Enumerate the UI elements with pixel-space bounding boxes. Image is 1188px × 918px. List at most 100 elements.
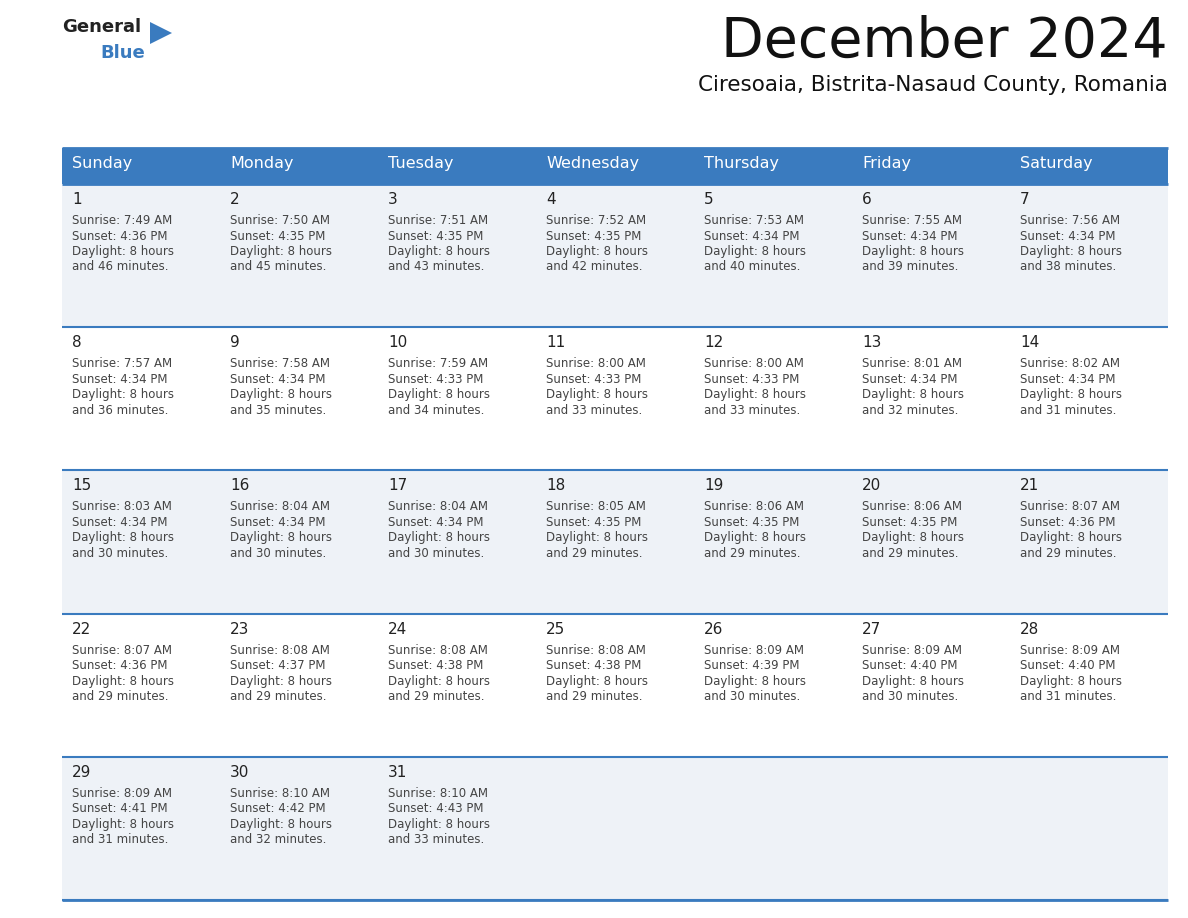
Text: Sunset: 4:40 PM: Sunset: 4:40 PM [862, 659, 958, 672]
Text: Daylight: 8 hours: Daylight: 8 hours [1020, 532, 1121, 544]
Text: and 29 minutes.: and 29 minutes. [72, 690, 169, 703]
Bar [694, 148, 852, 184]
Text: 9: 9 [230, 335, 240, 350]
Text: and 45 minutes.: and 45 minutes. [230, 261, 327, 274]
Text: Sunrise: 8:06 AM: Sunrise: 8:06 AM [862, 500, 962, 513]
Text: 1: 1 [72, 192, 82, 207]
Text: 2: 2 [230, 192, 240, 207]
Text: Sunrise: 7:51 AM: Sunrise: 7:51 AM [388, 214, 488, 227]
Text: Daylight: 8 hours: Daylight: 8 hours [704, 245, 805, 258]
Text: Sunday: Sunday [72, 156, 132, 171]
Text: Daylight: 8 hours: Daylight: 8 hours [704, 388, 805, 401]
Text: and 29 minutes.: and 29 minutes. [862, 547, 959, 560]
Text: Blue: Blue [100, 44, 145, 62]
Text: Sunrise: 8:04 AM: Sunrise: 8:04 AM [230, 500, 330, 513]
Text: Sunset: 4:34 PM: Sunset: 4:34 PM [72, 516, 168, 529]
Text: Sunrise: 7:49 AM: Sunrise: 7:49 AM [72, 214, 172, 227]
Text: and 33 minutes.: and 33 minutes. [388, 834, 485, 846]
Text: Sunset: 4:37 PM: Sunset: 4:37 PM [230, 659, 326, 672]
Text: Sunset: 4:39 PM: Sunset: 4:39 PM [704, 659, 800, 672]
Bar [62, 327, 1168, 470]
Text: Sunset: 4:35 PM: Sunset: 4:35 PM [862, 516, 958, 529]
Text: and 29 minutes.: and 29 minutes. [546, 690, 643, 703]
Text: Daylight: 8 hours: Daylight: 8 hours [1020, 245, 1121, 258]
Text: and 30 minutes.: and 30 minutes. [862, 690, 959, 703]
Text: Sunrise: 8:09 AM: Sunrise: 8:09 AM [1020, 644, 1120, 656]
Text: Daylight: 8 hours: Daylight: 8 hours [388, 245, 489, 258]
Text: Sunset: 4:33 PM: Sunset: 4:33 PM [388, 373, 484, 386]
Text: Sunrise: 7:53 AM: Sunrise: 7:53 AM [704, 214, 804, 227]
Text: Sunrise: 8:10 AM: Sunrise: 8:10 AM [230, 787, 330, 800]
Text: Sunset: 4:36 PM: Sunset: 4:36 PM [72, 659, 168, 672]
Text: Friday: Friday [862, 156, 911, 171]
Polygon shape [150, 22, 172, 44]
Text: and 30 minutes.: and 30 minutes. [388, 547, 485, 560]
Text: Sunset: 4:36 PM: Sunset: 4:36 PM [72, 230, 168, 242]
Text: Saturday: Saturday [1020, 156, 1093, 171]
Text: and 29 minutes.: and 29 minutes. [704, 547, 801, 560]
Bar [852, 148, 1010, 184]
Text: Sunrise: 7:55 AM: Sunrise: 7:55 AM [862, 214, 962, 227]
Text: Sunrise: 7:57 AM: Sunrise: 7:57 AM [72, 357, 172, 370]
Text: and 31 minutes.: and 31 minutes. [1020, 690, 1117, 703]
Text: Daylight: 8 hours: Daylight: 8 hours [388, 532, 489, 544]
Text: Daylight: 8 hours: Daylight: 8 hours [230, 388, 331, 401]
Text: and 38 minutes.: and 38 minutes. [1020, 261, 1117, 274]
Text: Sunset: 4:34 PM: Sunset: 4:34 PM [704, 230, 800, 242]
Text: and 40 minutes.: and 40 minutes. [704, 261, 801, 274]
Text: Sunset: 4:34 PM: Sunset: 4:34 PM [862, 230, 958, 242]
Text: Daylight: 8 hours: Daylight: 8 hours [862, 388, 963, 401]
Text: Thursday: Thursday [704, 156, 779, 171]
Text: and 33 minutes.: and 33 minutes. [704, 404, 801, 417]
Text: 22: 22 [72, 621, 91, 636]
Text: 16: 16 [230, 478, 249, 493]
Bar [62, 148, 220, 184]
Text: Sunrise: 7:58 AM: Sunrise: 7:58 AM [230, 357, 330, 370]
Text: Sunrise: 8:08 AM: Sunrise: 8:08 AM [388, 644, 488, 656]
Text: General: General [62, 18, 141, 36]
Text: Sunrise: 7:59 AM: Sunrise: 7:59 AM [388, 357, 488, 370]
Text: Daylight: 8 hours: Daylight: 8 hours [862, 245, 963, 258]
Bar [62, 756, 1168, 900]
Text: Sunset: 4:42 PM: Sunset: 4:42 PM [230, 802, 326, 815]
Text: Sunrise: 8:01 AM: Sunrise: 8:01 AM [862, 357, 962, 370]
Text: Sunrise: 8:03 AM: Sunrise: 8:03 AM [72, 500, 172, 513]
Text: and 29 minutes.: and 29 minutes. [388, 690, 485, 703]
Text: Sunset: 4:38 PM: Sunset: 4:38 PM [546, 659, 642, 672]
Text: Sunset: 4:35 PM: Sunset: 4:35 PM [546, 230, 642, 242]
Text: Sunrise: 7:50 AM: Sunrise: 7:50 AM [230, 214, 330, 227]
Bar [62, 184, 1168, 327]
Text: 29: 29 [72, 765, 91, 779]
Text: Daylight: 8 hours: Daylight: 8 hours [388, 818, 489, 831]
Text: and 31 minutes.: and 31 minutes. [72, 834, 169, 846]
Text: 30: 30 [230, 765, 249, 779]
Text: Sunset: 4:35 PM: Sunset: 4:35 PM [704, 516, 800, 529]
Text: 7: 7 [1020, 192, 1030, 207]
Text: 17: 17 [388, 478, 407, 493]
Text: Daylight: 8 hours: Daylight: 8 hours [388, 388, 489, 401]
Text: and 33 minutes.: and 33 minutes. [546, 404, 643, 417]
Text: 31: 31 [388, 765, 407, 779]
Text: and 46 minutes.: and 46 minutes. [72, 261, 169, 274]
Text: 13: 13 [862, 335, 881, 350]
Text: Sunset: 4:34 PM: Sunset: 4:34 PM [1020, 373, 1116, 386]
Text: and 35 minutes.: and 35 minutes. [230, 404, 327, 417]
Text: Sunrise: 7:56 AM: Sunrise: 7:56 AM [1020, 214, 1120, 227]
Text: and 43 minutes.: and 43 minutes. [388, 261, 485, 274]
Text: Sunset: 4:36 PM: Sunset: 4:36 PM [1020, 516, 1116, 529]
Text: Sunrise: 8:00 AM: Sunrise: 8:00 AM [704, 357, 804, 370]
Text: 4: 4 [546, 192, 556, 207]
Text: Daylight: 8 hours: Daylight: 8 hours [704, 675, 805, 688]
Text: Daylight: 8 hours: Daylight: 8 hours [230, 675, 331, 688]
Text: and 30 minutes.: and 30 minutes. [704, 690, 801, 703]
Text: 12: 12 [704, 335, 723, 350]
Text: and 42 minutes.: and 42 minutes. [546, 261, 643, 274]
Text: Daylight: 8 hours: Daylight: 8 hours [862, 675, 963, 688]
Text: Sunrise: 8:06 AM: Sunrise: 8:06 AM [704, 500, 804, 513]
Text: Sunset: 4:38 PM: Sunset: 4:38 PM [388, 659, 484, 672]
Text: Daylight: 8 hours: Daylight: 8 hours [230, 532, 331, 544]
Text: Sunrise: 8:10 AM: Sunrise: 8:10 AM [388, 787, 488, 800]
Text: December 2024: December 2024 [721, 15, 1168, 69]
Text: Monday: Monday [230, 156, 293, 171]
Text: Sunset: 4:35 PM: Sunset: 4:35 PM [230, 230, 326, 242]
